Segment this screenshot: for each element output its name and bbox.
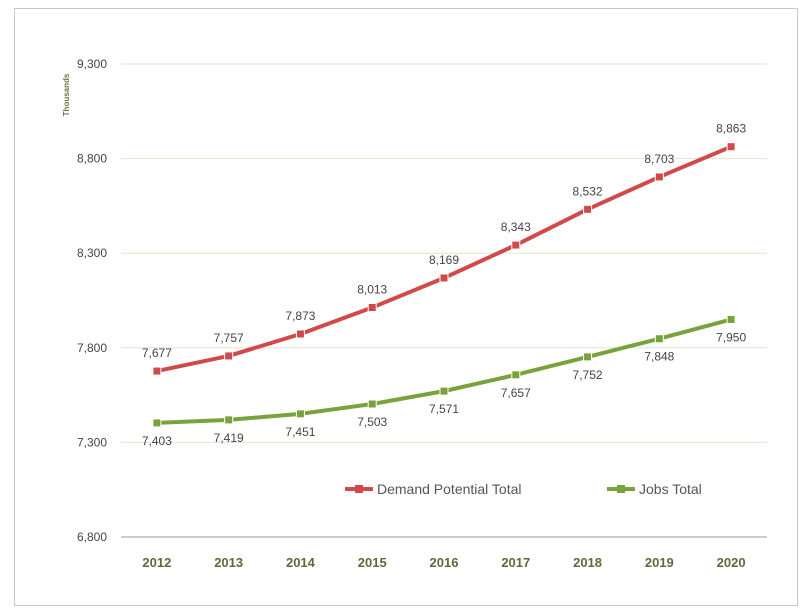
legend-item: Jobs Total (607, 481, 702, 497)
data-label: 8,532 (573, 184, 603, 198)
data-point (224, 351, 234, 361)
data-label: 7,503 (357, 415, 387, 429)
data-point (583, 204, 593, 214)
y-tick-label: 9,300 (77, 57, 107, 71)
data-point (152, 418, 162, 428)
gridlines (121, 63, 767, 443)
x-tick-label: 2012 (142, 555, 171, 570)
data-point (367, 399, 377, 409)
data-label: 7,757 (214, 331, 244, 345)
y-tick-label: 8,300 (77, 246, 107, 260)
data-point (367, 303, 377, 313)
data-label: 7,873 (285, 309, 315, 323)
data-label: 8,863 (716, 122, 746, 136)
data-point (726, 314, 736, 324)
data-label: 7,752 (573, 368, 603, 382)
legend-marker (617, 485, 625, 493)
data-point (295, 409, 305, 419)
x-tick-label: 2017 (501, 555, 530, 570)
y-tick-label: 8,800 (77, 152, 107, 166)
x-tick-label: 2014 (286, 555, 316, 570)
y-tick-label: 7,800 (77, 341, 107, 355)
data-point (583, 352, 593, 362)
data-label: 7,571 (429, 402, 459, 416)
data-label: 7,848 (644, 350, 674, 364)
legend-marker (355, 485, 363, 493)
y-tick-label: 6,800 (77, 530, 107, 544)
data-point (224, 415, 234, 425)
x-axis-ticks: 2012 2013 2014 2015 2016 2017 2018 2019 2020 (142, 555, 745, 570)
data-point (726, 142, 736, 152)
data-label: 7,657 (501, 386, 531, 400)
x-tick-label: 2016 (430, 555, 459, 570)
data-point (152, 366, 162, 376)
data-label: 8,013 (357, 283, 387, 297)
data-point (439, 386, 449, 396)
data-point (439, 273, 449, 283)
x-tick-label: 2020 (717, 555, 746, 570)
data-point (511, 370, 521, 380)
data-label: 7,419 (214, 431, 244, 445)
x-tick-label: 2019 (645, 555, 674, 570)
y-tick-label: 7,300 (77, 435, 107, 449)
data-point (654, 172, 664, 182)
data-label: 8,703 (644, 152, 674, 166)
data-label: 7,451 (285, 425, 315, 439)
x-tick-label: 2018 (573, 555, 602, 570)
data-point (511, 240, 521, 250)
data-point (295, 329, 305, 339)
x-tick-label: 2013 (214, 555, 243, 570)
legend-label: Jobs Total (639, 481, 702, 497)
data-point (654, 334, 664, 344)
data-label: 7,677 (142, 346, 172, 360)
series-group (152, 142, 736, 428)
data-label: 8,343 (501, 220, 531, 234)
legend-item: Demand Potential Total (345, 481, 522, 497)
legend-label: Demand Potential Total (377, 481, 522, 497)
x-tick-label: 2015 (358, 555, 387, 570)
data-label: 8,169 (429, 253, 459, 267)
legend: Demand Potential Total Jobs Total (345, 481, 702, 497)
chart-frame: 6,800 7,300 7,800 8,300 8,800 9,300 2012 2013 2… (14, 8, 798, 606)
data-label: 7,950 (716, 330, 746, 344)
y-axis-ticks: 6,800 7,300 7,800 8,300 8,800 9,300 (77, 57, 107, 544)
data-labels: 7,677 7,757 7,873 8,013 8,169 8,343 8,532 8,703… (142, 122, 747, 448)
data-label: 7,403 (142, 434, 172, 448)
y-axis-label: Thousands (62, 73, 71, 116)
